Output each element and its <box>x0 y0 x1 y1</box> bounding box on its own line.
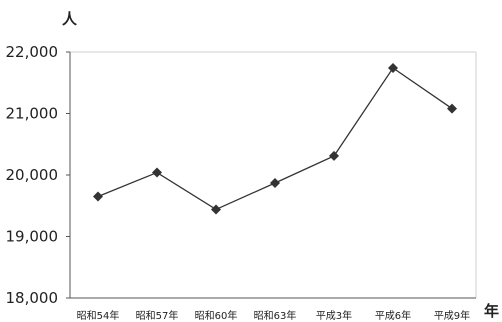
x-tick-label: 平成3年 <box>316 309 352 322</box>
y-tick-label: 21,000 <box>6 105 59 123</box>
x-tick-label: 昭和54年 <box>77 309 120 322</box>
x-axis: 昭和54年 昭和57年 昭和60年 昭和63年 平成3年 平成6年 平成9年 <box>70 297 476 322</box>
y-tick-label: 22,000 <box>6 43 59 61</box>
data-point-marker <box>329 150 339 161</box>
plot-frame <box>70 51 477 298</box>
y-axis-unit-label: 人 <box>62 10 78 28</box>
x-tick-label: 昭和57年 <box>136 309 179 322</box>
data-point-marker <box>388 62 398 73</box>
x-tick-label: 昭和63年 <box>254 309 297 322</box>
series-layer <box>93 62 457 215</box>
y-tick-label: 18,000 <box>6 289 59 307</box>
data-point-marker <box>211 204 221 215</box>
x-axis-unit-label: 年 <box>484 302 499 320</box>
x-tick-label: 昭和60年 <box>195 309 238 322</box>
y-tick-label: 20,000 <box>6 166 59 184</box>
data-point-marker <box>152 167 162 178</box>
y-axis: 18,000 19,000 20,000 21,000 22,000 <box>6 43 71 307</box>
data-point-marker <box>447 103 457 114</box>
data-point-marker <box>93 191 103 202</box>
data-point-marker <box>270 177 280 188</box>
series-line <box>97 67 453 211</box>
y-tick-label: 19,000 <box>6 228 59 246</box>
x-tick-label: 平成9年 <box>434 309 470 322</box>
x-tick-label: 平成6年 <box>375 309 411 322</box>
